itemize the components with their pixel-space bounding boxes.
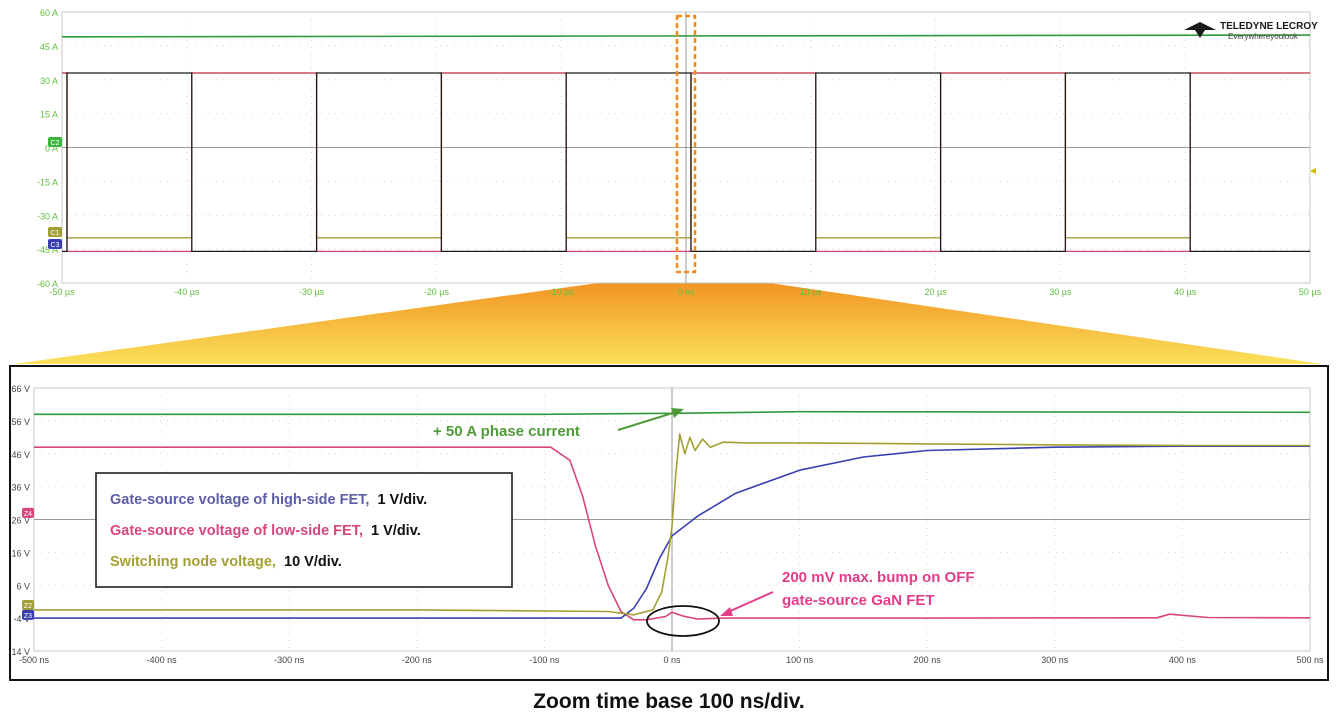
- x-tick-label: 30 µs: [1049, 287, 1072, 297]
- x-tick-label: -300 ns: [274, 655, 305, 665]
- zoom-x-ticks: -500 ns -400 ns -300 ns -200 ns -100 ns 0 ns 1…: [19, 655, 1324, 665]
- y-tick-label: 60 A: [40, 8, 58, 18]
- legend-switch-node-text: Switching node voltage,: [110, 554, 276, 570]
- x-tick-label: -50 µs: [49, 287, 75, 297]
- zoom-trace-blue: [34, 445, 1310, 619]
- zoom-wedge: [14, 272, 1322, 364]
- trigger-level-marker: [1310, 168, 1316, 174]
- legend-low-side: Gate-source voltage of low-side FET, 1 V…: [110, 523, 421, 539]
- x-tick-label: 500 ns: [1296, 655, 1324, 665]
- bump-annotation-line2: gate-source GaN FET: [782, 592, 935, 609]
- y-tick-label: 0 A: [45, 144, 58, 154]
- x-tick-label: -30 µs: [299, 287, 325, 297]
- overview-trace-black: [62, 72, 1310, 252]
- channel-marker: [22, 507, 34, 518]
- legend-box: Gate-source voltage of high-side FET, 1 …: [95, 472, 513, 588]
- vendor-name: TELEDYNE LECROY: [1220, 21, 1318, 32]
- vendor-tagline: Everywhereyoulook: [1228, 32, 1299, 41]
- legend-high-side-scale: 1 V/div.: [377, 492, 427, 508]
- y-tick-label: -15 A: [37, 177, 58, 187]
- x-tick-label: 400 ns: [1169, 655, 1197, 665]
- y-tick-label: -45 A: [37, 245, 58, 255]
- channel-marker-label: Z3: [24, 613, 32, 620]
- x-tick-label: 50 µs: [1299, 287, 1322, 297]
- channel-marker: [22, 609, 34, 620]
- phase-current-arrowhead: [671, 408, 684, 418]
- zoom-region-box: [675, 14, 697, 274]
- channel-marker-label: Z2: [24, 603, 32, 610]
- channel-marker: [22, 599, 34, 610]
- bump-arrow: [727, 591, 774, 613]
- bump-highlight-ellipse: [646, 605, 720, 637]
- overview-panel: 60 A45 A30 A15 A0 A-15 A-30 A-45 A-60 A …: [37, 8, 1322, 297]
- overview-trace-green: [61, 34, 1311, 38]
- y-tick-label: -14 V: [8, 647, 30, 657]
- channel-marker-label: C1: [51, 230, 60, 237]
- zoom-channel-markers: Z4 Z2 Z3: [22, 507, 34, 620]
- y-tick-label: 15 A: [40, 110, 58, 120]
- zoom-panel: 66 V 56 V 46 V 36 V 26 V 16 V 6 V -4 V -14 V -50…: [8, 365, 1329, 681]
- y-tick-label: -30 A: [37, 211, 58, 221]
- bump-annotation-line1: 200 mV max. bump on OFF: [782, 569, 975, 586]
- channel-marker-label: Z4: [24, 511, 32, 518]
- x-tick-label: 20 µs: [924, 287, 947, 297]
- x-tick-label: -200 ns: [402, 655, 433, 665]
- x-tick-label: 10 µs: [800, 287, 823, 297]
- overview-y-ticks: 60 A 45 A 30 A 15 A 0 A -15 A -30 A -45 A -60 A: [37, 8, 58, 289]
- x-tick-label: 200 ns: [914, 655, 942, 665]
- channel-marker-label: C3: [51, 242, 60, 249]
- x-tick-label: 100 ns: [786, 655, 814, 665]
- y-tick-label: 26 V: [11, 516, 30, 526]
- channel-marker-label: C2: [51, 140, 60, 147]
- y-tick-label: -4 V: [13, 614, 30, 624]
- y-tick-label: 36 V: [11, 483, 30, 493]
- x-tick-label: -20 µs: [424, 287, 450, 297]
- phase-current-arrow: [617, 411, 677, 431]
- channel-marker: [48, 227, 62, 237]
- bump-arrowhead: [720, 607, 733, 616]
- legend-switch-node-scale: 10 V/div.: [284, 554, 342, 570]
- y-tick-label: 6 V: [16, 581, 30, 591]
- zoom-caption: Zoom time base 100 ns/div.: [533, 690, 805, 713]
- channel-marker: [48, 239, 62, 249]
- legend-low-side-scale: 1 V/div.: [371, 523, 421, 539]
- x-tick-label: 300 ns: [1041, 655, 1069, 665]
- x-tick-label: -40 µs: [174, 287, 200, 297]
- logo-mark: [1184, 22, 1216, 38]
- y-tick-label: 46 V: [11, 450, 30, 460]
- zoom-trace-pink: [34, 446, 1311, 621]
- channel-marker: [48, 137, 62, 147]
- y-tick-label: 56 V: [11, 417, 30, 427]
- x-tick-label: -100 ns: [529, 655, 560, 665]
- x-tick-label: -10 µs: [549, 287, 575, 297]
- legend-high-side-text: Gate-source voltage of high-side FET,: [110, 492, 369, 508]
- overview-traces: [61, 34, 1311, 253]
- phase-current-annotation: + 50 A phase current: [433, 423, 580, 440]
- legend-high-side: Gate-source voltage of high-side FET, 1 …: [110, 492, 427, 508]
- y-tick-label: 45 A: [40, 42, 58, 52]
- legend-frame: [95, 472, 513, 588]
- y-tick-label: -60 A: [37, 279, 58, 289]
- x-tick-label: 40 µs: [1174, 287, 1197, 297]
- legend-low-side-text: Gate-source voltage of low-side FET,: [110, 523, 363, 539]
- x-tick-label: -400 ns: [147, 655, 178, 665]
- zoom-y-ticks: 66 V 56 V 46 V 36 V 26 V 16 V 6 V -4 V -14 V: [8, 384, 30, 657]
- overview-channel-markers: C2 C1 C3: [48, 137, 62, 249]
- y-tick-label: 16 V: [11, 548, 30, 558]
- legend-switch-node: Switching node voltage, 10 V/div.: [110, 554, 342, 570]
- y-tick-label: 66 V: [11, 384, 30, 394]
- x-tick-label: -500 ns: [19, 655, 50, 665]
- x-tick-label: 0 ns: [663, 655, 681, 665]
- y-tick-label: 30 A: [40, 76, 58, 86]
- overview-x-ticks: -50 µs -40 µs -30 µs -20 µs -10 µs 0 ns 10 µs 2…: [49, 287, 1321, 297]
- teledyne-lecroy-logo: TELEDYNE LECROY Everywhereyoulook: [1184, 21, 1318, 41]
- oscilloscope-figure: 60 A45 A30 A15 A0 A-15 A-30 A-45 A-60 A …: [8, 8, 1329, 681]
- x-tick-label: 0 ns: [677, 287, 695, 297]
- zoom-trace-olive: [34, 433, 1310, 616]
